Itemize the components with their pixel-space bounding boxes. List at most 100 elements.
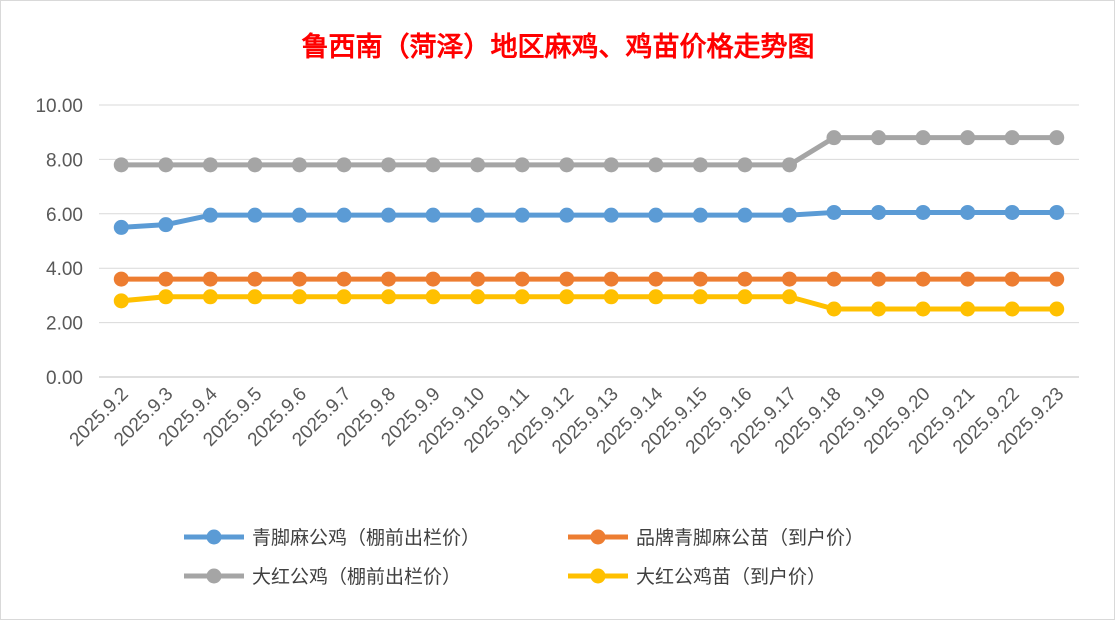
data-point [336,271,352,287]
chart-title: 鲁西南（菏泽）地区麻鸡、鸡苗价格走势图 [302,32,815,63]
data-point [781,207,797,223]
data-point [113,293,129,309]
data-point [915,301,931,317]
series-line [121,209,1057,230]
data-point [247,271,263,287]
data-point [470,207,486,223]
legend-item: 大红公鸡苗（到户价） [568,566,826,588]
data-point [202,157,218,173]
data-point [737,207,753,223]
data-point [1004,271,1020,287]
data-point [781,271,797,287]
data-point [381,157,397,173]
data-point [915,130,931,146]
data-point [202,207,218,223]
data-point [158,157,174,173]
y-tick-label: 6.00 [46,205,83,226]
data-point [603,271,619,287]
data-point [871,271,887,287]
data-point [514,271,530,287]
legend-item: 品牌青脚麻公苗（到户价） [568,527,864,549]
series-line [121,294,1057,312]
data-point [692,207,708,223]
y-tick-label: 10.00 [35,96,83,117]
data-point [291,157,307,173]
legend-label: 大红公鸡（棚前出栏价） [252,566,461,588]
data-point [559,289,575,305]
data-point [559,271,575,287]
legend-item: 青脚麻公鸡（棚前出栏价） [184,527,480,549]
data-point [826,204,842,220]
data-point [1004,130,1020,146]
series-1 [113,204,1065,235]
data-point [915,204,931,220]
y-tick-label: 4.00 [46,259,83,280]
legend-label: 青脚麻公鸡（棚前出栏价） [252,527,480,549]
data-point [871,301,887,317]
data-point [158,217,174,233]
data-point [648,271,664,287]
data-point [514,157,530,173]
data-point [470,271,486,287]
data-point [113,219,129,235]
data-point [648,289,664,305]
legend-swatch-marker [590,529,606,545]
data-point [158,271,174,287]
data-point [336,289,352,305]
legend-label: 品牌青脚麻公苗（到户价） [636,527,864,549]
data-point [603,207,619,223]
data-point [1049,204,1065,220]
series-2 [113,271,1065,287]
data-point [960,130,976,146]
data-point [425,289,441,305]
data-point [692,157,708,173]
data-point [202,271,218,287]
data-point [960,204,976,220]
series-line [121,135,1057,168]
data-point [514,207,530,223]
data-point [247,157,263,173]
legend-swatch-marker [206,568,222,584]
legend: 青脚麻公鸡（棚前出栏价） 品牌青脚麻公苗（到户价） 大红公鸡（棚前出栏价） 大红公鸡苗… [184,527,864,588]
data-point [826,130,842,146]
data-point [960,301,976,317]
series-3 [113,130,1065,173]
series-4 [113,289,1065,317]
y-tick-label: 2.00 [46,314,83,335]
data-point [291,207,307,223]
data-point [781,157,797,173]
data-point [737,271,753,287]
data-point [381,271,397,287]
data-point [247,289,263,305]
data-point [648,207,664,223]
data-point [425,271,441,287]
data-point [1004,204,1020,220]
data-point [113,157,129,173]
data-point [603,289,619,305]
data-point [158,289,174,305]
data-point [1049,130,1065,146]
data-point [871,204,887,220]
legend-label: 大红公鸡苗（到户价） [636,566,826,588]
data-point [781,289,797,305]
data-point [470,289,486,305]
data-point [514,289,530,305]
legend-item: 大红公鸡（棚前出栏价） [184,566,461,588]
data-point [559,207,575,223]
data-point [1004,301,1020,317]
data-point [692,271,708,287]
data-point [826,271,842,287]
data-point [737,157,753,173]
data-point [113,271,129,287]
data-point [960,271,976,287]
data-point [336,157,352,173]
data-point [1049,301,1065,317]
gridlines [99,104,1079,378]
data-point [470,157,486,173]
data-point [915,271,931,287]
data-point [336,207,352,223]
data-point [603,157,619,173]
data-point [559,157,575,173]
